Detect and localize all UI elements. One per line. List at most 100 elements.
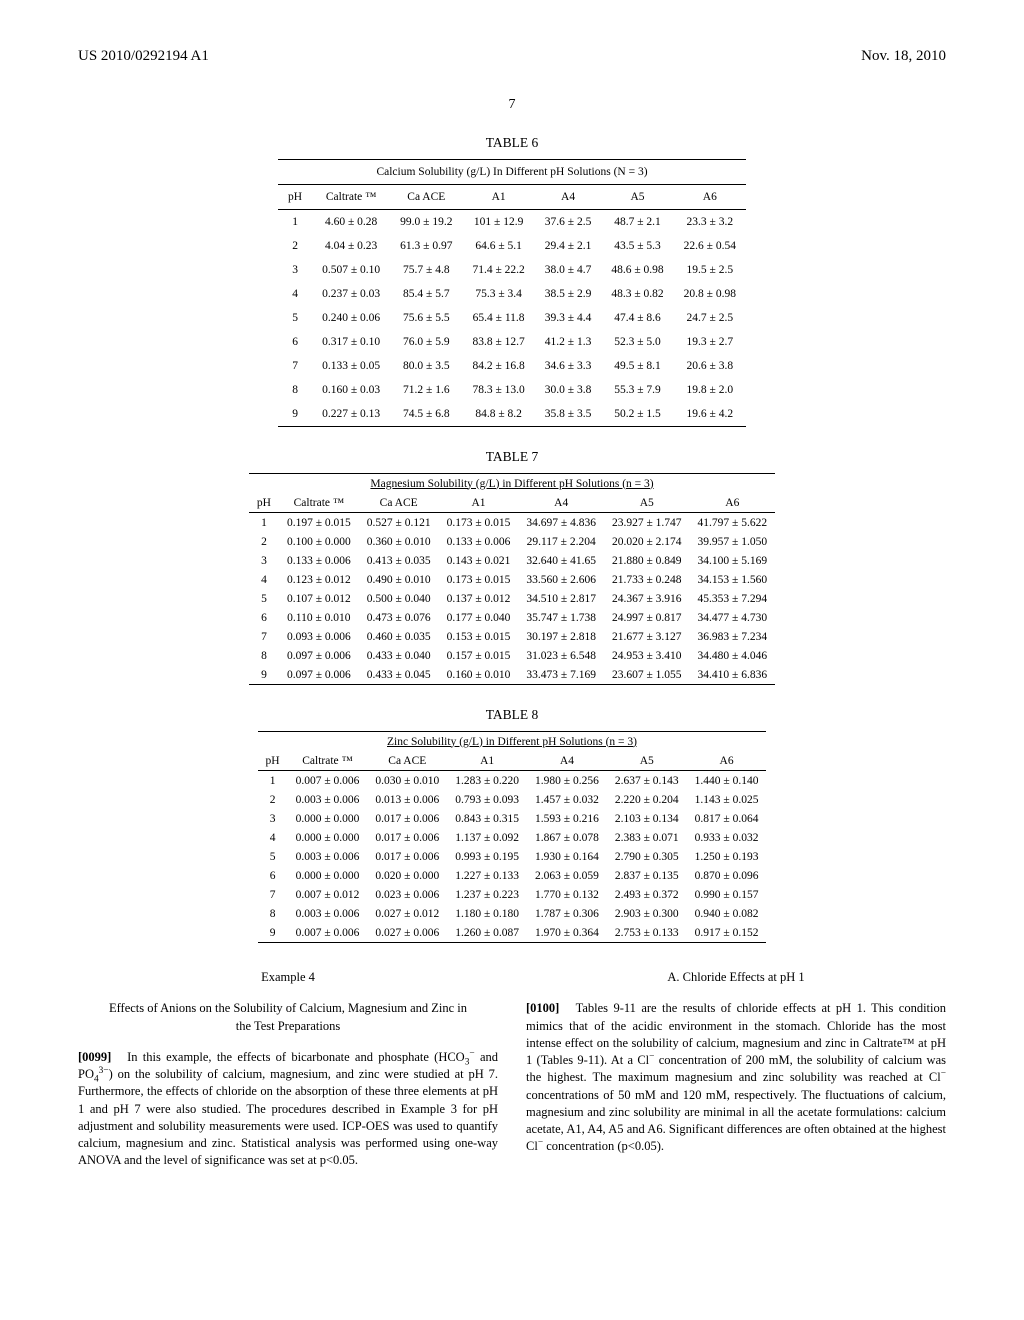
table-cell: 0.007 ± 0.012: [288, 885, 368, 904]
table-row: 20.100 ± 0.0000.360 ± 0.0100.133 ± 0.006…: [249, 532, 775, 551]
table-cell: 8: [258, 904, 288, 923]
table-cell: 0.173 ± 0.015: [439, 570, 519, 589]
table-row: 90.007 ± 0.0060.027 ± 0.0061.260 ± 0.087…: [258, 923, 767, 943]
table-cell: 2.790 ± 0.305: [607, 847, 687, 866]
table-cell: 1.283 ± 0.220: [447, 771, 527, 791]
table-cell: 2.063 ± 0.059: [527, 866, 607, 885]
table-row: 30.000 ± 0.0000.017 ± 0.0060.843 ± 0.315…: [258, 809, 767, 828]
table-cell: 20.8 ± 0.98: [674, 282, 746, 306]
table-cell: 7: [258, 885, 288, 904]
table-cell: 0.133 ± 0.006: [439, 532, 519, 551]
table-row: 90.227 ± 0.1374.5 ± 6.884.8 ± 8.235.8 ± …: [278, 402, 746, 427]
table-8: TABLE 8 Zinc Solubility (g/L) in Differe…: [78, 707, 946, 943]
table-cell: 0.020 ± 0.000: [367, 866, 447, 885]
table-8-head-row: pHCaltrate ™Ca ACEA1A4A5A6: [258, 751, 767, 771]
table-6-head-row: pHCaltrate ™Ca ACEA1A4A5A6: [278, 185, 746, 210]
table-cell: 71.4 ± 22.2: [462, 258, 534, 282]
table-cell: 20.6 ± 3.8: [674, 354, 746, 378]
table-column-header: pH: [249, 493, 279, 513]
table-cell: 20.020 ± 2.174: [604, 532, 690, 551]
table-cell: 0.133 ± 0.006: [279, 551, 359, 570]
table-cell: 0.413 ± 0.035: [359, 551, 439, 570]
table-row: 60.000 ± 0.0000.020 ± 0.0001.227 ± 0.133…: [258, 866, 767, 885]
table-cell: 80.0 ± 3.5: [390, 354, 462, 378]
table-cell: 6: [258, 866, 288, 885]
table-cell: 1.180 ± 0.180: [447, 904, 527, 923]
table-cell: 2.903 ± 0.300: [607, 904, 687, 923]
table-cell: 1.970 ± 0.364: [527, 923, 607, 943]
table-cell: 71.2 ± 1.6: [390, 378, 462, 402]
table-cell: 48.6 ± 0.98: [601, 258, 673, 282]
table-cell: 37.6 ± 2.5: [535, 210, 602, 235]
table-cell: 0.157 ± 0.015: [439, 646, 519, 665]
table-cell: 0.197 ± 0.015: [279, 513, 359, 533]
table-cell: 1.930 ± 0.164: [527, 847, 607, 866]
table-cell: 7: [249, 627, 279, 646]
table-7-grid: Magnesium Solubility (g/L) in Different …: [249, 473, 775, 685]
table-cell: 2.837 ± 0.135: [607, 866, 687, 885]
table-cell: 0.133 ± 0.05: [312, 354, 390, 378]
table-cell: 83.8 ± 12.7: [462, 330, 534, 354]
table-cell: 0.817 ± 0.064: [687, 809, 767, 828]
table-cell: 0.227 ± 0.13: [312, 402, 390, 427]
table-cell: 101 ± 12.9: [462, 210, 534, 235]
table-cell: 0.123 ± 0.012: [279, 570, 359, 589]
table-7: TABLE 7 Magnesium Solubility (g/L) in Di…: [78, 449, 946, 685]
page-header: US 2010/0292194 A1 Nov. 18, 2010: [78, 48, 946, 65]
table-cell: 34.480 ± 4.046: [690, 646, 776, 665]
table-cell: 23.3 ± 3.2: [674, 210, 746, 235]
table-6-body: 14.60 ± 0.2899.0 ± 19.2101 ± 12.937.6 ± …: [278, 210, 746, 427]
table-cell: 19.3 ± 2.7: [674, 330, 746, 354]
table-cell: 55.3 ± 7.9: [601, 378, 673, 402]
table-cell: 0.143 ± 0.021: [439, 551, 519, 570]
table-cell: 1: [278, 210, 312, 235]
table-cell: 1.593 ± 0.216: [527, 809, 607, 828]
table-cell: 32.640 ± 41.65: [518, 551, 604, 570]
table-7-label: TABLE 7: [78, 449, 946, 465]
table-row: 60.110 ± 0.0100.473 ± 0.0760.177 ± 0.040…: [249, 608, 775, 627]
table-column-header: Caltrate ™: [312, 185, 390, 210]
table-cell: 19.5 ± 2.5: [674, 258, 746, 282]
table-cell: 30.0 ± 3.8: [535, 378, 602, 402]
table-cell: 0.000 ± 0.000: [288, 866, 368, 885]
table-cell: 0.160 ± 0.03: [312, 378, 390, 402]
table-cell: 1.227 ± 0.133: [447, 866, 527, 885]
table-cell: 0.933 ± 0.032: [687, 828, 767, 847]
table-column-header: Ca ACE: [390, 185, 462, 210]
table-cell: 2.383 ± 0.071: [607, 828, 687, 847]
page-number: 7: [78, 97, 946, 113]
table-cell: 23.607 ± 1.055: [604, 665, 690, 685]
para-0099-text: In this example, the effects of bicarbon…: [78, 1050, 498, 1168]
table-6-grid: Calcium Solubility (g/L) In Different pH…: [278, 159, 746, 427]
table-7-caption: Magnesium Solubility (g/L) in Different …: [370, 478, 653, 490]
table-cell: 75.6 ± 5.5: [390, 306, 462, 330]
table-cell: 3: [249, 551, 279, 570]
table-cell: 4: [278, 282, 312, 306]
example-4-title: Effects of Anions on the Solubility of C…: [102, 1000, 474, 1035]
table-column-header: A4: [535, 185, 602, 210]
table-cell: 0.460 ± 0.035: [359, 627, 439, 646]
table-cell: 33.560 ± 2.606: [518, 570, 604, 589]
table-cell: 0.240 ± 0.06: [312, 306, 390, 330]
table-cell: 8: [249, 646, 279, 665]
table-cell: 0.940 ± 0.082: [687, 904, 767, 923]
table-row: 30.507 ± 0.1075.7 ± 4.871.4 ± 22.238.0 ±…: [278, 258, 746, 282]
table-column-header: Caltrate ™: [279, 493, 359, 513]
table-cell: 1.867 ± 0.078: [527, 828, 607, 847]
table-8-label: TABLE 8: [78, 707, 946, 723]
table-cell: 0.030 ± 0.010: [367, 771, 447, 791]
table-cell: 1.787 ± 0.306: [527, 904, 607, 923]
table-cell: 9: [258, 923, 288, 943]
table-cell: 0.793 ± 0.093: [447, 790, 527, 809]
table-cell: 1.137 ± 0.092: [447, 828, 527, 847]
table-cell: 0.007 ± 0.006: [288, 771, 368, 791]
table-cell: 0.003 ± 0.006: [288, 847, 368, 866]
table-column-header: A6: [687, 751, 767, 771]
table-cell: 1.770 ± 0.132: [527, 885, 607, 904]
table-cell: 0.490 ± 0.010: [359, 570, 439, 589]
table-cell: 0.097 ± 0.006: [279, 665, 359, 685]
table-column-header: A5: [601, 185, 673, 210]
table-row: 70.007 ± 0.0120.023 ± 0.0061.237 ± 0.223…: [258, 885, 767, 904]
table-row: 20.003 ± 0.0060.013 ± 0.0060.793 ± 0.093…: [258, 790, 767, 809]
table-cell: 2.753 ± 0.133: [607, 923, 687, 943]
